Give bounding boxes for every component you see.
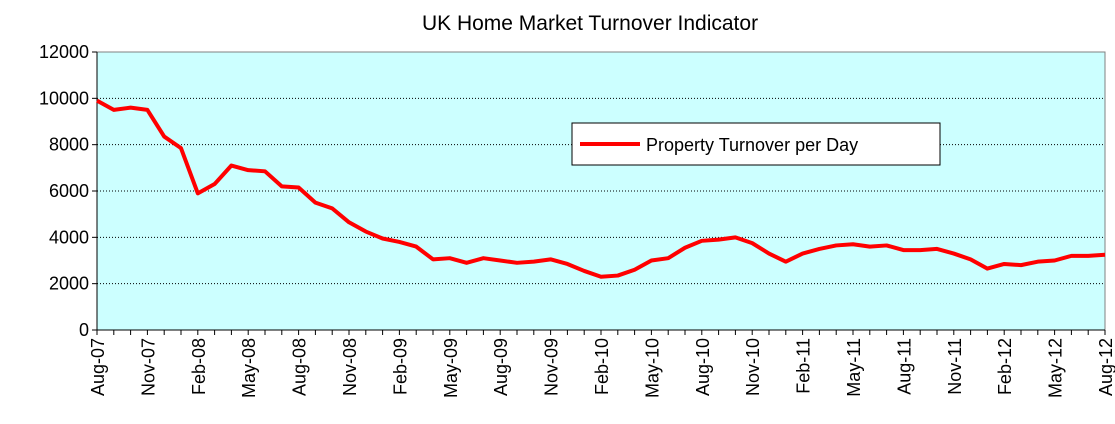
x-tick-label: Feb-12	[995, 338, 1015, 395]
x-tick-label: May-12	[1046, 338, 1066, 398]
y-tick-label: 10000	[39, 88, 89, 108]
x-tick-label: Feb-11	[794, 338, 814, 394]
x-tick-label: Feb-09	[390, 338, 410, 395]
x-tick-label: Nov-10	[743, 338, 763, 396]
y-tick-label: 4000	[49, 227, 89, 247]
y-tick-label: 6000	[49, 181, 89, 201]
x-tick-label: May-10	[642, 338, 662, 398]
x-tick-label: Aug-08	[290, 338, 310, 396]
x-tick-label: Aug-09	[491, 338, 511, 396]
x-tick-label: Nov-09	[542, 338, 562, 396]
chart-title: UK Home Market Turnover Indicator	[422, 12, 758, 35]
data-line	[96, 98, 1106, 279]
x-tick-label: Aug-12	[1096, 338, 1115, 396]
x-tick-label: Nov-08	[340, 338, 360, 396]
x-tick-label: May-08	[239, 338, 259, 398]
legend-label: Property Turnover per Day	[646, 135, 858, 155]
x-tick-label: Feb-10	[592, 338, 612, 395]
y-tick-label: 12000	[39, 42, 89, 62]
x-tick-label: Nov-11	[945, 338, 965, 395]
y-tick-label: 8000	[49, 135, 89, 155]
x-tick-label: Aug-07	[88, 338, 108, 396]
x-tick-label: Nov-07	[138, 338, 158, 396]
x-tick-label: May-11	[844, 338, 864, 397]
x-tick-label: Feb-08	[189, 338, 209, 395]
y-tick-label: 2000	[49, 274, 89, 294]
x-tick-label: Aug-11	[894, 338, 914, 395]
y-tick-label: 0	[79, 320, 89, 340]
x-tick-label: Aug-10	[693, 338, 713, 396]
x-tick-label: May-09	[441, 338, 461, 398]
